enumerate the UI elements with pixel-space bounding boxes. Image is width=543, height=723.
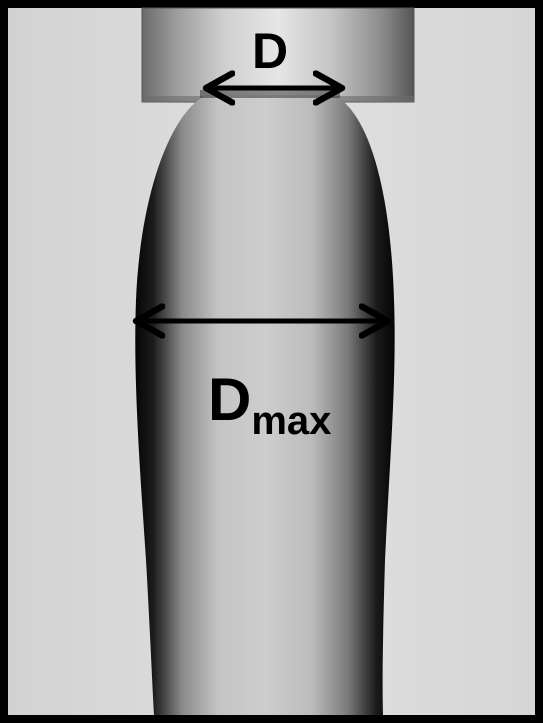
liquid-jet [135, 95, 395, 715]
max-diameter-label-main: D [208, 366, 251, 433]
max-diameter-label-subscript: max [251, 399, 331, 443]
max-diameter-label: Dmax [208, 366, 331, 443]
nozzle-diameter-label: D [252, 23, 288, 79]
nozzle-rim [200, 90, 340, 98]
